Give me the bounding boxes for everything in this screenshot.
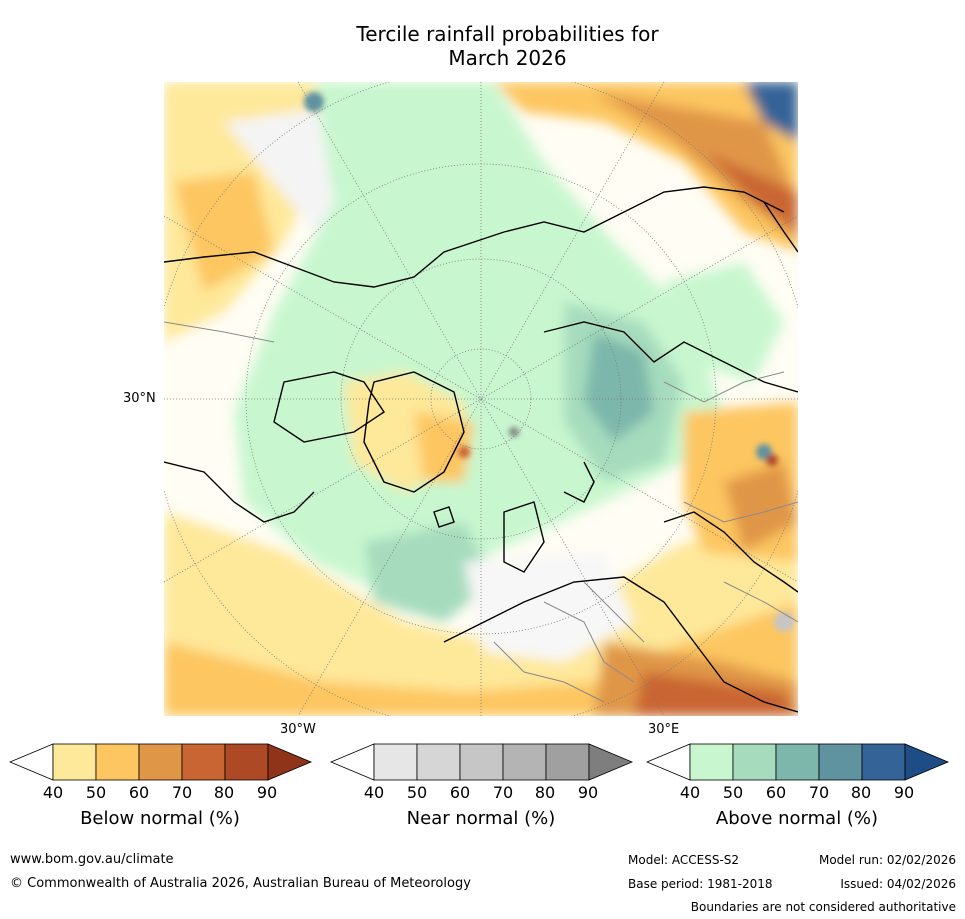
colorbar-near-label: Near normal (%) — [406, 808, 556, 829]
footer-model: Model: ACCESS-S2 — [628, 853, 740, 867]
colorbar-segment — [502, 743, 547, 781]
map-title-line1: Tercile rainfall probabilities for — [356, 22, 659, 46]
above-normal-region — [364, 522, 494, 622]
map-title-line2: March 2026 — [448, 46, 567, 70]
above-normal-spot — [304, 92, 324, 112]
colorbar-segment — [373, 743, 418, 781]
colorbar-segment — [224, 743, 269, 781]
lat-label-30n: 30°N — [123, 391, 156, 406]
colorbar-above-normal — [645, 743, 950, 781]
colorbar-near-normal — [329, 743, 634, 781]
below-normal-spot — [766, 454, 778, 466]
country-borders — [164, 321, 798, 703]
colorbar-segment — [52, 743, 97, 781]
colorbar-segment — [181, 743, 226, 781]
colorbar-segment — [545, 743, 590, 781]
below-normal-region — [724, 462, 798, 552]
footer-disclaimer: Boundaries are not considered authoritat… — [690, 900, 956, 914]
colorbar-below-normal-svg — [8, 743, 313, 781]
colorbar-extend-low — [329, 743, 375, 781]
colorbar-extend-high — [904, 743, 950, 781]
footer-copyright: © Commonwealth of Australia 2026, Austra… — [10, 876, 471, 891]
tick-label: 50 — [406, 783, 428, 802]
above-normal-region — [664, 262, 784, 382]
near-normal-spot — [509, 427, 519, 437]
below-normal-region — [174, 172, 274, 292]
footer-issued: Issued: 04/02/2026 — [840, 877, 956, 891]
footer-base-period: Base period: 1981-2018 — [628, 877, 773, 891]
colorbar-extend-low — [645, 743, 691, 781]
footer-website: www.bom.gov.au/climate — [10, 852, 174, 867]
colorbar-segment — [732, 743, 777, 781]
lon-label-30w: 30°W — [280, 722, 316, 737]
forecast-map-svg — [164, 82, 798, 716]
tick-label: 60 — [765, 783, 787, 802]
probability-fields — [164, 82, 798, 716]
map-title: Tercile rainfall probabilities for March… — [300, 22, 715, 70]
graticule — [164, 82, 798, 716]
tick-label: 40 — [679, 783, 701, 802]
tick-label: 90 — [893, 783, 915, 802]
colorbar-segment — [775, 743, 820, 781]
colorbar-segment — [95, 743, 140, 781]
below-normal-region — [594, 92, 798, 242]
colorbar-below-normal — [8, 743, 313, 781]
colorbar-extend-high — [588, 743, 634, 781]
tick-label: 70 — [492, 783, 514, 802]
tick-label: 90 — [577, 783, 599, 802]
below-normal-region — [634, 672, 798, 716]
colorbar-segment — [861, 743, 906, 781]
below-normal-region — [414, 412, 474, 482]
forecast-map — [164, 82, 798, 716]
tick-label: 40 — [363, 783, 385, 802]
below-normal-region — [704, 152, 798, 232]
tick-label: 50 — [85, 783, 107, 802]
near-normal-spot — [774, 612, 794, 632]
below-normal-spot — [458, 446, 470, 458]
tick-label: 60 — [449, 783, 471, 802]
lon-label-30e: 30°E — [648, 722, 680, 737]
coastlines — [164, 186, 798, 713]
tick-label: 60 — [128, 783, 150, 802]
above-normal-region — [744, 82, 798, 142]
tick-label: 80 — [850, 783, 872, 802]
colorbar-extend-high — [267, 743, 313, 781]
colorbar-near-normal-svg — [329, 743, 634, 781]
tick-label: 80 — [534, 783, 556, 802]
colorbar-segment — [416, 743, 461, 781]
tick-label: 70 — [808, 783, 830, 802]
tick-label: 40 — [42, 783, 64, 802]
colorbar-above-label: Above normal (%) — [715, 808, 879, 829]
tick-label: 80 — [213, 783, 235, 802]
colorbar-segment — [459, 743, 504, 781]
footer-model-run: Model run: 02/02/2026 — [818, 853, 956, 867]
tick-label: 50 — [722, 783, 744, 802]
tick-label: 70 — [171, 783, 193, 802]
colorbar-above-normal-svg — [645, 743, 950, 781]
colorbar-segment — [689, 743, 734, 781]
near-normal-region — [464, 552, 634, 662]
colorbar-segment — [138, 743, 183, 781]
colorbar-segment — [818, 743, 863, 781]
above-normal-region — [584, 332, 654, 442]
tick-label: 90 — [256, 783, 278, 802]
colorbar-extend-low — [8, 743, 54, 781]
colorbar-below-label: Below normal (%) — [80, 808, 240, 829]
